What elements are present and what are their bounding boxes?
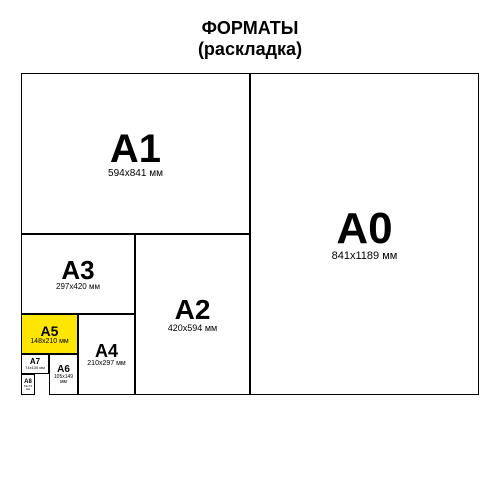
format-box-a5: A5148x210 мм (21, 314, 78, 354)
format-name: A2 (175, 296, 211, 324)
title-line1: ФОРМАТЫ (0, 18, 500, 39)
format-name: A4 (95, 342, 118, 360)
format-box-a3: A3297x420 мм (21, 234, 135, 314)
format-dimensions: 210x297 мм (87, 360, 125, 367)
format-dimensions: 841x1189 мм (332, 251, 398, 262)
title-line2: (раскладка) (0, 39, 500, 60)
format-name: A1 (110, 129, 161, 169)
format-name: A5 (41, 324, 59, 338)
format-dimensions: 74x105 мм (25, 366, 45, 370)
format-box-a7: A774x105 мм (21, 354, 49, 374)
page-title: ФОРМАТЫ (раскладка) (0, 0, 500, 59)
format-name: A3 (61, 257, 94, 283)
format-dimensions: 594x841 мм (108, 169, 163, 179)
format-dimensions: 105x149 мм (50, 375, 77, 385)
format-dimensions: 52x74 мм (22, 385, 34, 391)
format-box-a4: A4210x297 мм (78, 314, 135, 395)
format-dimensions: 420x594 мм (168, 324, 217, 333)
format-dimensions: 148x210 мм (30, 338, 68, 345)
format-box-a6: A6105x149 мм (49, 354, 78, 395)
format-name: A0 (336, 207, 392, 251)
format-box-a1: A1594x841 мм (21, 73, 250, 234)
formats-diagram: A0841x1189 ммA1594x841 ммA2420x594 ммA32… (21, 73, 479, 395)
format-dimensions: 297x420 мм (56, 283, 100, 291)
format-box-a8: A852x74 мм (21, 374, 35, 395)
format-box-a0: A0841x1189 мм (250, 73, 479, 395)
format-box-a2: A2420x594 мм (135, 234, 250, 395)
